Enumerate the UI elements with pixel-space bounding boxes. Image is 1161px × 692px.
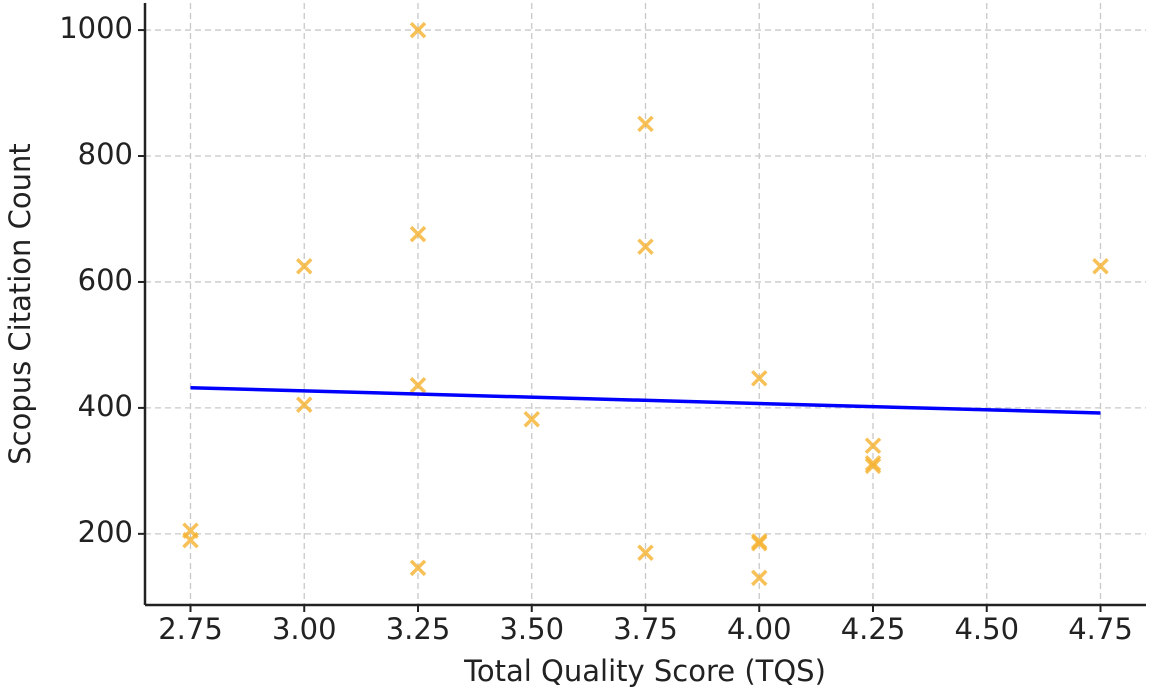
y-axis-label: Scopus Citation Count	[3, 143, 37, 465]
scatter-point	[637, 544, 654, 561]
scatter-point	[296, 257, 313, 275]
scatter-point	[409, 21, 427, 39]
y-tick-label: 1000	[59, 11, 133, 45]
scatter-point	[1092, 257, 1109, 275]
y-tick-label: 800	[78, 137, 133, 171]
scatter-point	[523, 410, 540, 428]
scatter-point	[864, 455, 882, 472]
scatter-point	[409, 376, 427, 394]
scatter-point	[182, 531, 199, 549]
scatter-point	[751, 569, 768, 587]
trend-line	[190, 386, 1101, 415]
scatter-point	[409, 559, 427, 577]
scatter-point	[751, 535, 768, 552]
x-tick-label: 3.75	[613, 612, 678, 646]
scatter-point	[864, 457, 882, 475]
x-tick-label: 4.50	[954, 612, 1019, 646]
x-tick-label: 3.50	[499, 612, 564, 646]
x-tick-label: 4.25	[841, 612, 906, 646]
scatter-point	[409, 225, 427, 243]
x-tick-label: 4.00	[727, 612, 792, 646]
x-tick-label: 3.00	[272, 612, 337, 646]
y-tick-label: 400	[78, 389, 133, 423]
scatter-point	[864, 437, 882, 454]
x-tick-label: 4.75	[1068, 612, 1133, 646]
x-axis-label: Total Quality Score (TQS)	[463, 654, 826, 688]
y-tick-label: 200	[78, 515, 133, 549]
scatter-point	[296, 396, 313, 413]
scatter-point	[751, 370, 768, 387]
x-tick-label: 2.75	[158, 612, 223, 646]
scatter-point	[637, 238, 654, 255]
y-tick-label: 600	[78, 263, 133, 297]
scatter-point	[637, 115, 654, 133]
x-tick-label: 3.25	[386, 612, 451, 646]
